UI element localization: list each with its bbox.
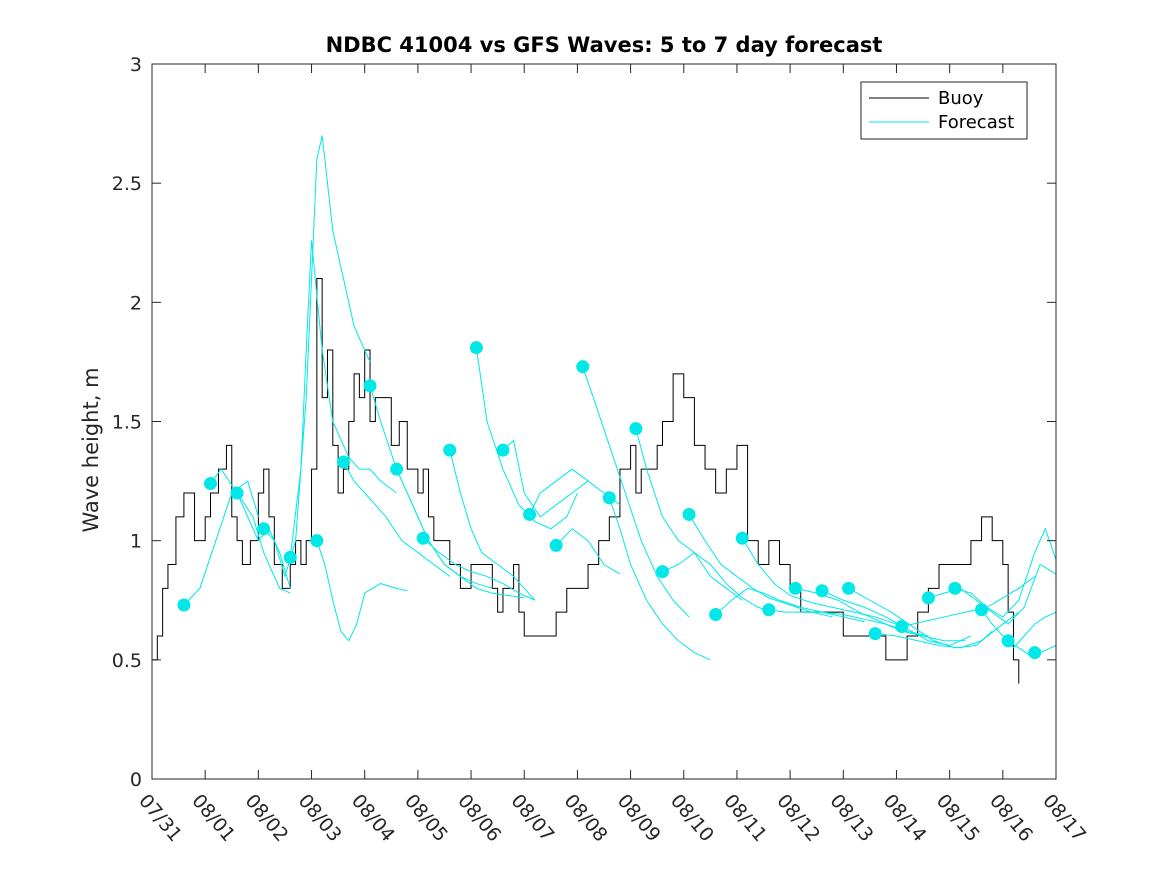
forecast-line xyxy=(555,528,621,575)
forecast-marker xyxy=(921,591,935,605)
forecast-markers xyxy=(177,341,1042,660)
forecast-marker xyxy=(948,581,962,595)
forecast-line xyxy=(422,537,536,601)
forecast-marker xyxy=(390,462,404,476)
forecast-marker xyxy=(895,619,909,633)
y-axis-label: Wave height, m xyxy=(79,367,103,532)
forecast-marker xyxy=(709,608,723,622)
forecast-marker xyxy=(975,603,989,617)
forecast-marker xyxy=(602,491,616,505)
forecast-marker xyxy=(469,341,483,355)
forecast-marker xyxy=(735,531,749,545)
plot-area xyxy=(152,135,1056,684)
forecast-marker xyxy=(1028,646,1042,660)
forecast-line xyxy=(635,428,743,601)
forecast-line xyxy=(662,551,775,613)
forecast-line xyxy=(875,611,1020,649)
forecast-line xyxy=(715,587,865,623)
y-tick-label: 1 xyxy=(130,531,142,553)
chart-title: NDBC 41004 vs GFS Waves: 5 to 7 day fore… xyxy=(326,33,883,57)
forecast-marker xyxy=(523,507,537,521)
forecast-line xyxy=(263,135,371,579)
forecast-line xyxy=(342,461,451,577)
forecast-line xyxy=(449,449,536,601)
y-tick-label: 2.5 xyxy=(112,173,142,195)
legend-box xyxy=(860,81,1028,140)
forecast-marker xyxy=(549,538,563,552)
forecast-marker xyxy=(496,443,510,457)
forecast-marker xyxy=(443,443,457,457)
y-tick-label: 0.5 xyxy=(112,650,142,672)
forecast-marker xyxy=(1001,634,1015,648)
forecast-marker xyxy=(842,581,856,595)
forecast-line xyxy=(954,527,1056,618)
forecast-line xyxy=(741,538,897,625)
y-tick-label: 1.5 xyxy=(112,412,142,434)
forecast-line xyxy=(502,439,589,518)
forecast-line xyxy=(529,468,621,515)
forecast-marker xyxy=(177,598,191,612)
forecast-line xyxy=(396,468,525,599)
forecast-marker xyxy=(762,603,776,617)
y-axis: 0 0.5 1 1.5 2 2.5 3 xyxy=(112,54,1056,791)
y-tick-label: 0 xyxy=(130,769,142,791)
forecast-line xyxy=(183,480,259,606)
forecast-line xyxy=(316,540,408,642)
forecast-line xyxy=(289,240,397,558)
legend-buoy-label: Buoy xyxy=(938,88,984,109)
y-tick-label: 3 xyxy=(130,54,142,76)
forecast-marker xyxy=(629,422,643,436)
forecast-line xyxy=(688,514,833,618)
forecast-marker xyxy=(576,360,590,374)
forecast-line xyxy=(981,609,1056,649)
forecast-marker xyxy=(336,455,350,469)
forecast-marker xyxy=(788,581,802,595)
forecast-marker xyxy=(868,627,882,641)
forecast-line xyxy=(608,497,711,661)
forecast-marker xyxy=(416,531,430,545)
forecast-marker xyxy=(815,584,829,598)
forecast-marker xyxy=(655,565,669,579)
forecast-marker xyxy=(363,379,377,393)
forecast-line xyxy=(210,468,291,594)
forecast-marker xyxy=(283,550,297,564)
y-tick-label: 2 xyxy=(130,292,142,314)
forecast-line xyxy=(848,587,993,649)
forecast-marker xyxy=(203,476,217,490)
legend: Buoy Forecast xyxy=(860,81,1028,140)
forecast-series xyxy=(183,135,1056,661)
forecast-marker xyxy=(230,486,244,500)
legend-forecast-label: Forecast xyxy=(938,112,1014,133)
forecast-marker xyxy=(257,522,271,536)
forecast-marker xyxy=(682,507,696,521)
forecast-marker xyxy=(310,534,324,548)
forecast-line xyxy=(582,366,690,618)
